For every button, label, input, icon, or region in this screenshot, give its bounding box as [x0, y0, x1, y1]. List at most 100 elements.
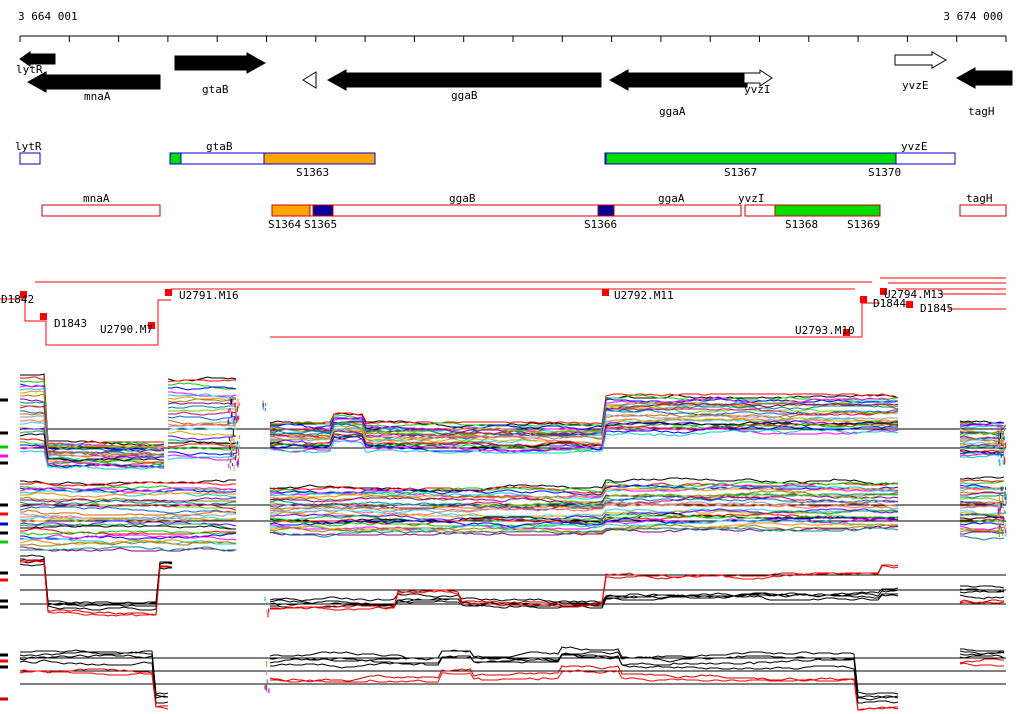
expression-series — [20, 393, 165, 451]
breakpoint-flag[interactable] — [906, 301, 913, 308]
gene-arrow-lytR[interactable] — [19, 51, 56, 67]
reverse-label: S1364 — [268, 218, 301, 231]
gene-label-tagH: tagH — [968, 105, 995, 118]
expression-panel-2 — [0, 476, 1007, 552]
expression-series — [959, 525, 1005, 531]
reverse-box-mnaA[interactable] — [41, 204, 161, 217]
expression-series — [270, 484, 899, 496]
expression-series — [167, 446, 236, 451]
expression-series — [20, 481, 236, 487]
expression-series — [269, 513, 899, 525]
expression-panel-1 — [0, 373, 1007, 472]
breakpoint-flag[interactable] — [148, 322, 155, 329]
expression-series — [269, 525, 899, 536]
expression-series — [20, 373, 165, 447]
expression-series — [960, 444, 1005, 448]
breakpoint-label: U2790.M7 — [100, 323, 153, 336]
expression-series — [20, 441, 164, 468]
expression-series — [19, 506, 237, 514]
expression-series — [20, 492, 236, 498]
expression-series — [19, 388, 164, 450]
reverse-label: ggaB — [449, 192, 476, 205]
expression-series — [20, 412, 164, 456]
forward-segment[interactable] — [263, 152, 376, 165]
gene-arrow-gtaB[interactable] — [174, 52, 267, 74]
forward-box-lytR[interactable] — [19, 152, 41, 165]
breakpoint-flag[interactable] — [20, 291, 27, 298]
expression-series — [269, 501, 898, 513]
expression-series — [269, 527, 899, 538]
expression-series — [960, 497, 1004, 502]
expression-series — [19, 490, 236, 498]
breakpoint-flag[interactable] — [843, 329, 850, 336]
gene-arrow-ggaB[interactable] — [326, 69, 602, 91]
gene-label-mnaA: mnaA — [84, 90, 111, 103]
gene-label-ggaA: ggaA — [659, 105, 686, 118]
expression-tracks — [0, 373, 1007, 711]
forward-label: yvzE — [901, 140, 928, 153]
gene-arrow-ggaA[interactable] — [608, 69, 748, 91]
gene-arrow-open-orf[interactable] — [302, 71, 317, 89]
breakpoint-label: D1843 — [54, 317, 87, 330]
expression-series — [19, 401, 165, 452]
expression-series — [20, 649, 169, 695]
expression-series — [960, 518, 1005, 523]
breakpoint-flag[interactable] — [880, 288, 887, 295]
ruler-start-coordinate: 3 664 001 — [18, 10, 78, 23]
forward-label: S1370 — [868, 166, 901, 179]
expression-series — [19, 518, 236, 523]
gene-label-ggaB: ggaB — [451, 89, 478, 102]
ruler-end-coordinate: 3 674 000 — [943, 10, 1003, 23]
expression-series — [959, 431, 1004, 437]
expression-series — [269, 406, 898, 437]
expression-series — [960, 445, 1004, 450]
gene-arrow-yvzE[interactable] — [894, 51, 948, 69]
expression-series — [269, 646, 899, 695]
expression-series — [270, 510, 898, 522]
expression-panel-3 — [0, 554, 1006, 618]
expression-series — [167, 398, 236, 403]
expression-series — [19, 534, 237, 541]
expression-series — [960, 494, 1005, 499]
reverse-box-tagH[interactable] — [959, 204, 1007, 217]
expression-series — [960, 454, 1004, 459]
expression-series — [269, 665, 899, 711]
gene-arrow-mnaA[interactable] — [26, 71, 161, 93]
expression-series — [960, 585, 1005, 589]
expression-series — [959, 658, 1004, 664]
breakpoint-label: U2791.M16 — [179, 289, 239, 302]
breakpoint-step-track: D1842 D1843 U2790.M7 U2791.M16 U2792.M11 U279… — [0, 277, 1006, 346]
expression-series — [20, 558, 172, 607]
reverse-segment[interactable] — [597, 204, 615, 217]
reverse-segment[interactable] — [312, 204, 334, 217]
expression-series — [959, 651, 1005, 656]
expression-series — [960, 531, 1004, 535]
breakpoint-flag[interactable] — [860, 296, 867, 303]
reverse-label: ggaA — [658, 192, 685, 205]
expression-series — [960, 535, 1005, 541]
reverse-segment[interactable] — [774, 204, 881, 217]
expression-series — [167, 427, 237, 431]
forward-segment[interactable] — [605, 152, 897, 165]
expression-series — [168, 440, 237, 445]
expression-series — [167, 454, 236, 461]
expression-series — [960, 479, 1004, 483]
forward-segment[interactable] — [169, 152, 182, 165]
expression-series — [20, 421, 164, 462]
expression-series — [167, 405, 236, 409]
expression-series — [20, 497, 236, 503]
breakpoint-flag[interactable] — [602, 289, 609, 296]
breakpoint-flag[interactable] — [165, 289, 172, 296]
gene-arrow-yvzI[interactable] — [743, 69, 773, 87]
expression-series — [959, 441, 1004, 445]
expression-series — [959, 513, 1005, 518]
gene-arrow-tagH[interactable] — [955, 67, 1013, 89]
breakpoint-flag[interactable] — [40, 313, 47, 320]
gene-label-gtaB: gtaB — [202, 83, 229, 96]
expression-series — [20, 530, 236, 536]
reverse-box-ggaB-ggaA[interactable] — [271, 204, 742, 217]
expression-series — [269, 493, 898, 506]
expression-series — [19, 487, 237, 493]
gene-arrow-track: lytR mnaA gtaB ggaB ggaA yvzI yvzE tagH — [16, 51, 1013, 118]
reverse-segment[interactable] — [271, 204, 311, 217]
